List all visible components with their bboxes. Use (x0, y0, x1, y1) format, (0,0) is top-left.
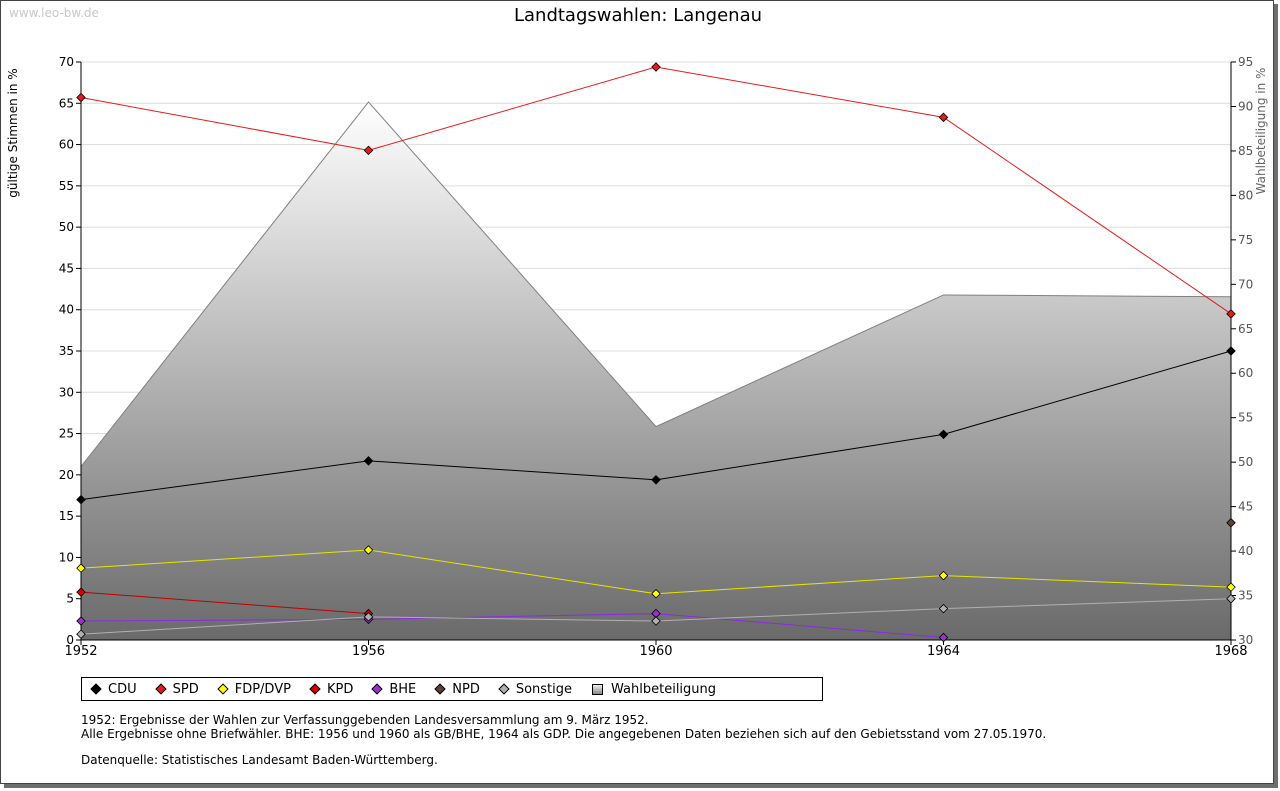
data-point-spd (938, 112, 949, 123)
legend-item-cdu: CDU (90, 681, 137, 697)
y2-tick-label: 30 (1238, 633, 1253, 647)
turnout-area-outline (80, 101, 1232, 467)
x-tick-label: 1960 (639, 644, 672, 659)
legend-item-spd: SPD (154, 681, 199, 697)
legend-label-cdu: CDU (108, 681, 137, 697)
x-tick-label: 1956 (352, 644, 385, 659)
y-tick-label: 20 (59, 468, 74, 482)
y-tick-label: 10 (59, 550, 74, 564)
data-point-sonstige (1226, 593, 1236, 604)
y-tick-label: 65 (59, 96, 74, 110)
legend-swatch-kpd (309, 683, 321, 695)
legend-swatch-fdp-dvp (217, 683, 229, 695)
legend-label-npd: NPD (452, 681, 480, 697)
y2-axis-title: Wahlbeteiligung in % (1254, 68, 1268, 195)
data-point-spd (76, 92, 86, 103)
note-source: Datenquelle: Statistisches Landesamt Bad… (81, 753, 438, 767)
series-line-kpd (80, 591, 369, 615)
y2-tick-label: 35 (1238, 589, 1253, 603)
y2-tick-label: 60 (1238, 366, 1253, 380)
legend-item-kpd: KPD (309, 681, 354, 697)
data-point-sonstige (363, 612, 374, 622)
y-tick-label: 55 (59, 179, 74, 193)
data-point-bhe (938, 632, 949, 643)
y2-tick-label: 50 (1238, 455, 1253, 469)
data-point-npd (1226, 517, 1236, 528)
data-point-kpd (76, 587, 86, 597)
data-point-fdp-dvp (363, 545, 374, 555)
x-tick-label: 1964 (927, 644, 960, 659)
legend-item-sonstige: Sonstige (498, 681, 573, 697)
y2-tick-label: 85 (1238, 144, 1253, 158)
legend-label-sonstige: Sonstige (515, 681, 573, 697)
legend-swatch-npd (434, 683, 446, 695)
legend-label-fdp-dvp: FDP/DVP (234, 681, 291, 697)
y2-tick-label: 55 (1238, 411, 1253, 425)
note-line-1: 1952: Ergebnisse der Wahlen zur Verfassu… (81, 713, 649, 727)
y-tick-label: 25 (59, 427, 74, 441)
y-tick-label: 5 (66, 592, 74, 606)
data-point-cdu (938, 429, 949, 440)
data-point-cdu (76, 494, 86, 505)
legend-item-bhe: BHE (371, 681, 417, 697)
legend-swatch-wahlbeteiligung (592, 683, 604, 695)
legend-swatch-sonstige (498, 683, 510, 695)
legend-swatch-spd (154, 683, 167, 695)
y-tick-label: 40 (59, 303, 74, 317)
data-point-cdu (1226, 346, 1236, 356)
data-point-spd (651, 62, 661, 72)
watermark: www.leo-bw.de (9, 6, 99, 20)
legend-item-wahlbeteiligung: Wahlbeteiligung (592, 682, 716, 697)
chart-title: Landtagswahlen: Langenau (513, 5, 763, 26)
legend-label-wahlbeteiligung: Wahlbeteiligung (611, 681, 717, 697)
y2-tick-label: 40 (1238, 544, 1253, 558)
data-point-fdp-dvp (1226, 582, 1236, 592)
y2-tick-label: 70 (1238, 277, 1253, 291)
legend-item-npd: NPD (434, 681, 480, 697)
data-point-sonstige (76, 629, 86, 639)
data-point-cdu (651, 475, 661, 485)
y-tick-label: 35 (59, 344, 74, 358)
data-point-fdp-dvp (76, 563, 86, 573)
data-point-bhe (76, 616, 86, 626)
y2-tick-label: 95 (1238, 55, 1253, 69)
y-tick-label: 60 (59, 138, 74, 152)
legend-item-fdp-dvp: FDP/DVP (217, 681, 291, 697)
notes: 1952: Ergebnisse der Wahlen zur Verfassu… (81, 713, 1046, 767)
x-tick-label: 1952 (64, 644, 97, 659)
y2-tick-label: 45 (1238, 500, 1253, 514)
data-point-fdp-dvp (938, 570, 949, 581)
y2-tick-label: 80 (1238, 188, 1253, 202)
y-tick-label: 70 (59, 55, 74, 69)
legend-swatch-cdu (90, 683, 102, 695)
y-tick-label: 45 (59, 261, 74, 275)
turnout-area (81, 102, 1231, 640)
y-tick-label: 50 (59, 220, 74, 234)
legend-swatch-bhe (371, 683, 383, 695)
y2-tick-label: 75 (1238, 233, 1253, 247)
y-axis-title: gültige Stimmen in % (6, 68, 20, 197)
legend: CDU SPD FDP/DVP KPD BHE NPD Sonstige Wahlbeteil… (81, 677, 823, 701)
legend-label-kpd: KPD (326, 681, 354, 697)
data-point-spd (1226, 309, 1236, 319)
note-line-2: Alle Ergebnisse ohne Briefwähler. BHE: 1… (81, 727, 1047, 741)
series-line-bhe (80, 613, 944, 639)
data-point-sonstige (938, 603, 949, 614)
y2-tick-label: 65 (1238, 322, 1253, 336)
y-tick-label: 30 (59, 385, 74, 399)
data-point-fdp-dvp (651, 588, 661, 599)
data-point-sonstige (651, 616, 661, 626)
legend-label-bhe: BHE (389, 681, 417, 697)
data-point-spd (363, 145, 374, 156)
y-tick-label: 0 (66, 633, 74, 647)
y-tick-label: 15 (59, 509, 74, 523)
y2-tick-label: 90 (1238, 99, 1253, 113)
x-tick-label: 1968 (1214, 644, 1247, 659)
legend-label-spd: SPD (172, 681, 199, 697)
data-point-cdu (363, 456, 374, 466)
